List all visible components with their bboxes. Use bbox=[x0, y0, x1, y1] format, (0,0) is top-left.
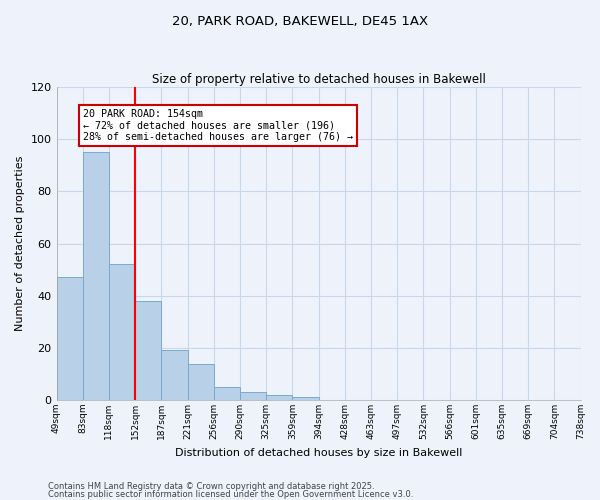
Bar bbox=[266, 395, 292, 400]
Bar bbox=[240, 392, 266, 400]
Bar bbox=[135, 301, 161, 400]
Text: Contains public sector information licensed under the Open Government Licence v3: Contains public sector information licen… bbox=[48, 490, 413, 499]
Bar bbox=[292, 398, 319, 400]
Title: Size of property relative to detached houses in Bakewell: Size of property relative to detached ho… bbox=[152, 73, 485, 86]
Text: 20, PARK ROAD, BAKEWELL, DE45 1AX: 20, PARK ROAD, BAKEWELL, DE45 1AX bbox=[172, 15, 428, 28]
Bar bbox=[56, 278, 83, 400]
Text: 20 PARK ROAD: 154sqm
← 72% of detached houses are smaller (196)
28% of semi-deta: 20 PARK ROAD: 154sqm ← 72% of detached h… bbox=[83, 109, 353, 142]
Bar bbox=[188, 364, 214, 400]
X-axis label: Distribution of detached houses by size in Bakewell: Distribution of detached houses by size … bbox=[175, 448, 462, 458]
Bar bbox=[109, 264, 135, 400]
Bar bbox=[161, 350, 188, 400]
Text: Contains HM Land Registry data © Crown copyright and database right 2025.: Contains HM Land Registry data © Crown c… bbox=[48, 482, 374, 491]
Bar bbox=[83, 152, 109, 400]
Bar bbox=[214, 387, 240, 400]
Y-axis label: Number of detached properties: Number of detached properties bbox=[15, 156, 25, 332]
